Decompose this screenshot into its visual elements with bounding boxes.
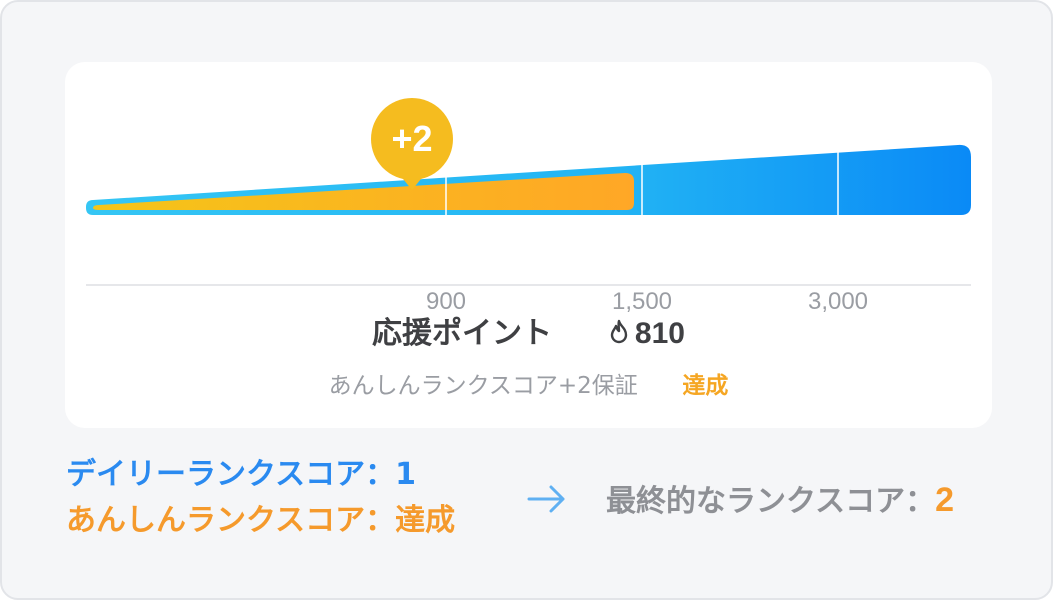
support-points-label: 応援ポイント [372,316,553,351]
divider [86,284,971,286]
final-rank-score: 最終的なランクスコア：2 [606,476,954,520]
arrow-right-icon [527,485,565,513]
tick-label-1500: 1,500 [611,288,673,315]
progress-fill [93,173,634,210]
guarantee-row: あんしんランクスコア+2保証 達成 [65,366,992,400]
anshin-rank-score: あんしんランクスコア：達成 [66,498,455,544]
final-rank-score-value: 2 [935,481,955,519]
score-breakdown: デイリーランクスコア：1 あんしんランクスコア：達成 [66,452,455,544]
final-rank-score-label: 最終的なランクスコア： [606,484,936,519]
score-bonus-badge: +2 [371,98,453,180]
support-points-value: 810 [634,317,685,350]
flame-icon [610,319,628,344]
anshin-rank-score-label: あんしんランクスコア： [66,503,396,538]
anshin-rank-score-value: 達成 [395,503,456,538]
daily-rank-score: デイリーランクスコア：1 [66,452,455,498]
tick-label-900: 900 [425,288,467,315]
guarantee-status: 達成 [682,373,729,399]
guarantee-text: あんしんランクスコア+2保証 [328,373,638,399]
daily-rank-score-label: デイリーランクスコア： [66,457,396,492]
progress-card: +2 900 1,500 3,000 応援ポイント 810 あんしんランクスコア… [65,62,992,428]
support-points-row: 応援ポイント 810 [65,308,992,352]
progress-bar [86,144,971,215]
tick-label-3000: 3,000 [807,288,869,315]
daily-rank-score-value: 1 [395,457,416,492]
